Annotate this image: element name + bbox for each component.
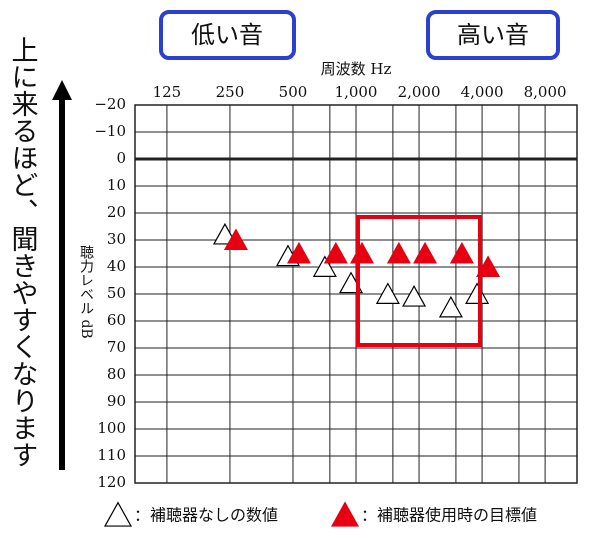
y-tick-label: 120 bbox=[97, 473, 126, 491]
data-point bbox=[286, 241, 312, 264]
data-point bbox=[375, 282, 400, 304]
legend: ：補聴器なしの数値 ：補聴器使用時の目標値 bbox=[103, 501, 537, 527]
arrow-head bbox=[52, 80, 72, 100]
x-tick-label: 500 bbox=[279, 83, 308, 101]
y-tick-label: 70 bbox=[107, 338, 126, 356]
x-axis-label: 周波数 Hz bbox=[321, 60, 392, 78]
y-tick-label: −20 bbox=[94, 95, 126, 113]
data-point bbox=[323, 241, 348, 264]
data-point bbox=[465, 282, 490, 304]
x-tick-label: 125 bbox=[153, 83, 182, 101]
x-tick-label: 2,000 bbox=[398, 83, 441, 101]
high-label: 高い音 bbox=[457, 21, 529, 49]
y-axis-label: 聴力レベル dB bbox=[78, 245, 94, 339]
data-point bbox=[312, 255, 337, 277]
data-point bbox=[476, 255, 501, 277]
y-tick-label: 0 bbox=[116, 149, 126, 167]
data-point bbox=[413, 241, 438, 264]
y-tick-label: 100 bbox=[97, 419, 126, 437]
side-note: 上に来るほど、聞きやすくなります bbox=[7, 36, 39, 468]
highlight-box bbox=[356, 215, 482, 347]
data-point bbox=[223, 228, 248, 250]
legend-label: ：補聴器なしの数値 bbox=[134, 506, 278, 525]
plot: −20 −10 0 10 20 30 40 50 60 70 80 90 100 110 120 125 250… bbox=[94, 83, 578, 491]
data-point bbox=[402, 285, 427, 307]
data-point bbox=[386, 241, 411, 264]
y-tick-label: 50 bbox=[107, 284, 126, 302]
data-point bbox=[449, 241, 474, 264]
data-point bbox=[349, 241, 375, 264]
y-tick-label: 30 bbox=[107, 230, 126, 248]
x-tick-label: 250 bbox=[216, 83, 245, 101]
y-tick-label: 40 bbox=[107, 257, 126, 275]
x-tick-label: 1,000 bbox=[335, 83, 378, 101]
low-label: 低い音 bbox=[191, 21, 263, 49]
legend-marker bbox=[103, 501, 133, 527]
y-tick-label: −10 bbox=[94, 122, 126, 140]
data-point bbox=[438, 295, 463, 318]
legend-label: ：補聴器使用時の目標値 bbox=[361, 506, 537, 525]
x-tick-label: 4,000 bbox=[461, 83, 504, 101]
high-box bbox=[426, 10, 560, 60]
y-tick-label: 60 bbox=[107, 311, 126, 329]
y-tick-label: 10 bbox=[107, 176, 126, 194]
low-box bbox=[159, 10, 296, 60]
y-tick-label: 80 bbox=[107, 365, 126, 383]
y-tick-label: 110 bbox=[97, 446, 126, 464]
y-tick-label: 20 bbox=[107, 203, 126, 221]
x-tick-label: 8,000 bbox=[524, 83, 567, 101]
y-tick-label: 90 bbox=[107, 392, 126, 410]
legend-marker bbox=[330, 501, 360, 527]
